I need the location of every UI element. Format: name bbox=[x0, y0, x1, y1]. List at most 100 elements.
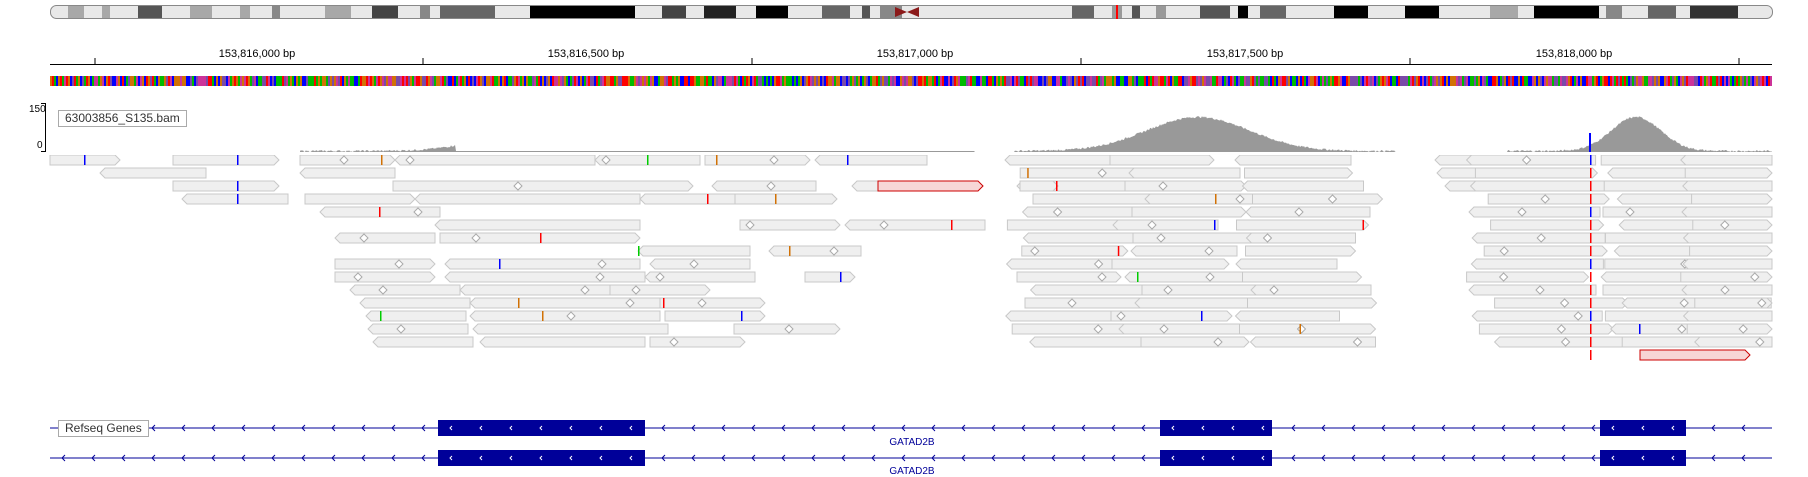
gene-track-label[interactable]: Refseq Genes bbox=[58, 420, 149, 437]
reference-base bbox=[1382, 76, 1384, 86]
reference-base bbox=[58, 76, 60, 86]
reference-base bbox=[1406, 76, 1408, 86]
sequencing-read bbox=[414, 193, 641, 205]
read-insertion bbox=[689, 259, 699, 269]
ideogram-band bbox=[1072, 6, 1094, 18]
reference-base bbox=[942, 76, 944, 86]
reference-base bbox=[878, 76, 880, 86]
reference-base bbox=[1176, 76, 1178, 86]
coverage-track-label[interactable]: 63003856_S135.bam bbox=[58, 110, 187, 127]
sequencing-read bbox=[1468, 284, 1597, 296]
reference-base bbox=[1640, 76, 1642, 86]
read-insertion bbox=[1294, 207, 1304, 217]
reference-base bbox=[1336, 76, 1338, 86]
sequencing-read bbox=[1250, 284, 1372, 296]
reference-base bbox=[1258, 76, 1260, 86]
strand-arrow bbox=[991, 424, 996, 432]
strand-arrow bbox=[181, 424, 186, 432]
exon-strand-arrow bbox=[1261, 425, 1265, 431]
reference-base bbox=[1186, 76, 1188, 86]
reference-base bbox=[606, 76, 608, 86]
sequencing-read bbox=[1004, 155, 1113, 166]
sequencing-read bbox=[99, 167, 207, 179]
reference-base bbox=[754, 76, 756, 86]
reference-base bbox=[290, 76, 292, 86]
strand-arrow bbox=[1291, 454, 1296, 462]
strand-arrow bbox=[421, 424, 426, 432]
read-mismatch bbox=[1590, 220, 1592, 230]
reference-base bbox=[490, 76, 492, 86]
reference-base bbox=[1518, 76, 1520, 86]
strand-arrow bbox=[1351, 424, 1356, 432]
ideogram-band bbox=[662, 6, 686, 18]
reference-base bbox=[696, 76, 698, 86]
read-insertion bbox=[1720, 220, 1730, 230]
exon-block bbox=[438, 450, 645, 466]
reference-base bbox=[1744, 76, 1746, 86]
reference-base bbox=[624, 76, 626, 86]
coverage-track[interactable] bbox=[0, 100, 1808, 155]
reference-base bbox=[562, 76, 564, 86]
reference-base bbox=[792, 76, 794, 86]
reference-base bbox=[1634, 76, 1636, 86]
reference-base bbox=[314, 76, 316, 86]
reference-base bbox=[514, 76, 516, 86]
reference-base bbox=[1206, 76, 1208, 86]
reference-base bbox=[750, 76, 752, 86]
reference-base bbox=[602, 76, 604, 86]
reference-base bbox=[1390, 76, 1392, 86]
reference-base bbox=[1424, 76, 1426, 86]
reference-base bbox=[790, 76, 792, 86]
reference-base bbox=[948, 76, 950, 86]
strand-arrow bbox=[1021, 424, 1026, 432]
read-mismatch bbox=[775, 194, 777, 204]
read-insertion bbox=[1521, 155, 1532, 165]
reference-base bbox=[1402, 76, 1404, 86]
reference-base bbox=[74, 76, 76, 86]
reference-base bbox=[1304, 76, 1306, 86]
reference-base bbox=[1456, 76, 1458, 86]
read-insertion bbox=[1097, 168, 1107, 178]
sequencing-read bbox=[1249, 336, 1376, 348]
reference-base bbox=[118, 76, 120, 86]
reference-base bbox=[788, 76, 790, 86]
reference-base bbox=[962, 76, 964, 86]
ideogram-band bbox=[1260, 6, 1286, 18]
reference-base bbox=[1354, 76, 1356, 86]
read-mismatch bbox=[237, 181, 239, 191]
reference-base bbox=[794, 76, 796, 86]
read-insertion bbox=[1093, 324, 1103, 334]
read-insertion bbox=[1498, 272, 1509, 282]
reference-base bbox=[474, 76, 476, 86]
read-mismatch bbox=[1590, 259, 1592, 269]
gene-track[interactable] bbox=[0, 415, 1808, 476]
sequencing-read bbox=[739, 219, 841, 231]
read-insertion bbox=[697, 298, 707, 308]
strand-arrow bbox=[271, 454, 276, 462]
reference-base bbox=[782, 76, 784, 86]
reference-base bbox=[280, 76, 282, 86]
reference-base bbox=[946, 76, 948, 86]
sequencing-read bbox=[1680, 155, 1773, 166]
reference-base bbox=[1582, 76, 1584, 86]
reference-base bbox=[646, 76, 648, 86]
reference-base bbox=[92, 76, 94, 86]
reference-base bbox=[936, 76, 938, 86]
sequencing-read bbox=[609, 284, 711, 296]
strand-arrow bbox=[1141, 424, 1146, 432]
reference-base bbox=[1274, 76, 1276, 86]
reference-base bbox=[576, 76, 578, 86]
reference-base bbox=[1396, 76, 1398, 86]
reference-base bbox=[422, 76, 424, 86]
reference-base bbox=[596, 76, 598, 86]
reference-base bbox=[670, 76, 672, 86]
read-mismatch bbox=[380, 311, 382, 321]
reference-base bbox=[66, 76, 68, 86]
reference-base bbox=[1116, 76, 1118, 86]
sequencing-read bbox=[172, 180, 280, 192]
chromosome-ideogram[interactable] bbox=[50, 4, 1774, 20]
reference-base bbox=[728, 76, 730, 86]
reference-base bbox=[1624, 76, 1626, 86]
reference-base bbox=[406, 76, 408, 86]
alignment-track[interactable] bbox=[0, 155, 1808, 405]
